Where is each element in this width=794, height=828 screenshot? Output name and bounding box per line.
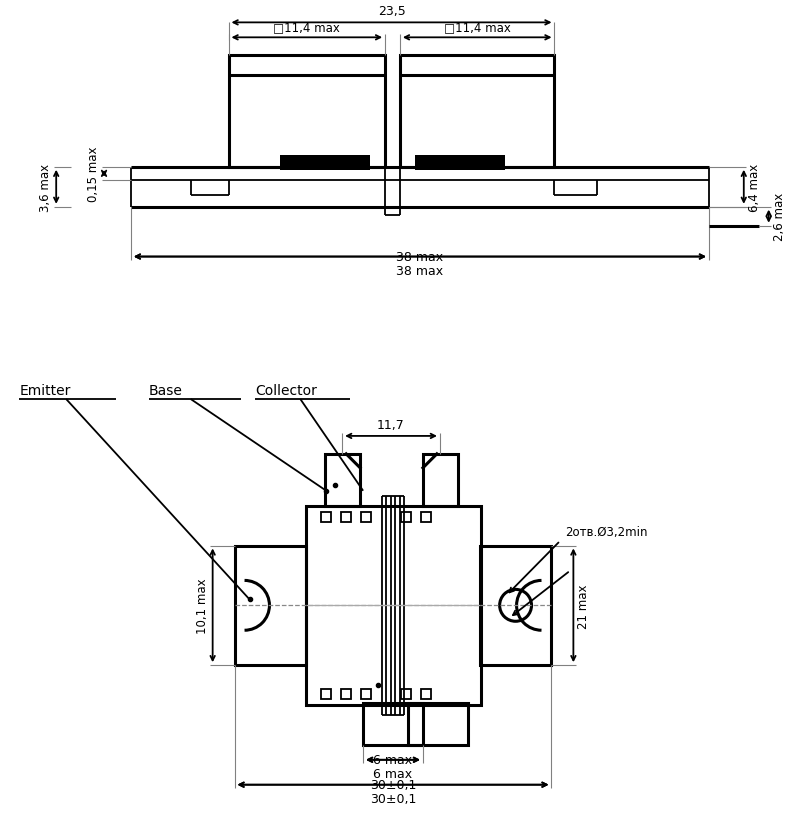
Bar xyxy=(423,455,458,506)
Bar xyxy=(280,156,370,171)
Bar xyxy=(322,512,331,522)
Text: 10,1 max: 10,1 max xyxy=(195,578,209,633)
Text: 0,15 max: 0,15 max xyxy=(87,147,100,202)
Text: 6 max: 6 max xyxy=(373,753,413,766)
Bar xyxy=(341,689,351,699)
Bar xyxy=(408,703,468,745)
Text: □11,4 max: □11,4 max xyxy=(273,22,341,34)
Text: 3,6 max: 3,6 max xyxy=(39,164,52,212)
Bar xyxy=(401,689,411,699)
Text: 38 max: 38 max xyxy=(396,264,444,277)
Text: 6,4 max: 6,4 max xyxy=(748,163,761,212)
Bar xyxy=(421,512,431,522)
Bar xyxy=(400,56,554,167)
Text: □11,4 max: □11,4 max xyxy=(444,22,511,34)
Bar xyxy=(326,455,360,506)
Text: Base: Base xyxy=(148,383,183,397)
Bar xyxy=(361,512,371,522)
Bar xyxy=(322,689,331,699)
Bar xyxy=(361,689,371,699)
Bar xyxy=(229,56,385,167)
Bar xyxy=(415,156,505,171)
Text: 30±0,1: 30±0,1 xyxy=(370,792,416,805)
Text: 23,5: 23,5 xyxy=(378,6,406,18)
Text: 11,7: 11,7 xyxy=(377,418,405,431)
Bar xyxy=(341,512,351,522)
Text: Collector: Collector xyxy=(256,383,318,397)
Text: 2,6 max: 2,6 max xyxy=(773,193,786,241)
Text: 2отв.Ø3,2min: 2отв.Ø3,2min xyxy=(565,525,648,538)
Bar xyxy=(363,703,423,745)
Text: 30±0,1: 30±0,1 xyxy=(370,777,416,791)
Bar xyxy=(306,506,480,705)
Bar xyxy=(480,546,552,666)
Text: 21 max: 21 max xyxy=(577,584,591,628)
Bar xyxy=(421,689,431,699)
Text: 38 max: 38 max xyxy=(396,250,444,263)
Bar xyxy=(234,546,306,666)
Bar xyxy=(401,512,411,522)
Text: Emitter: Emitter xyxy=(19,383,71,397)
Text: 6 max: 6 max xyxy=(373,767,413,780)
